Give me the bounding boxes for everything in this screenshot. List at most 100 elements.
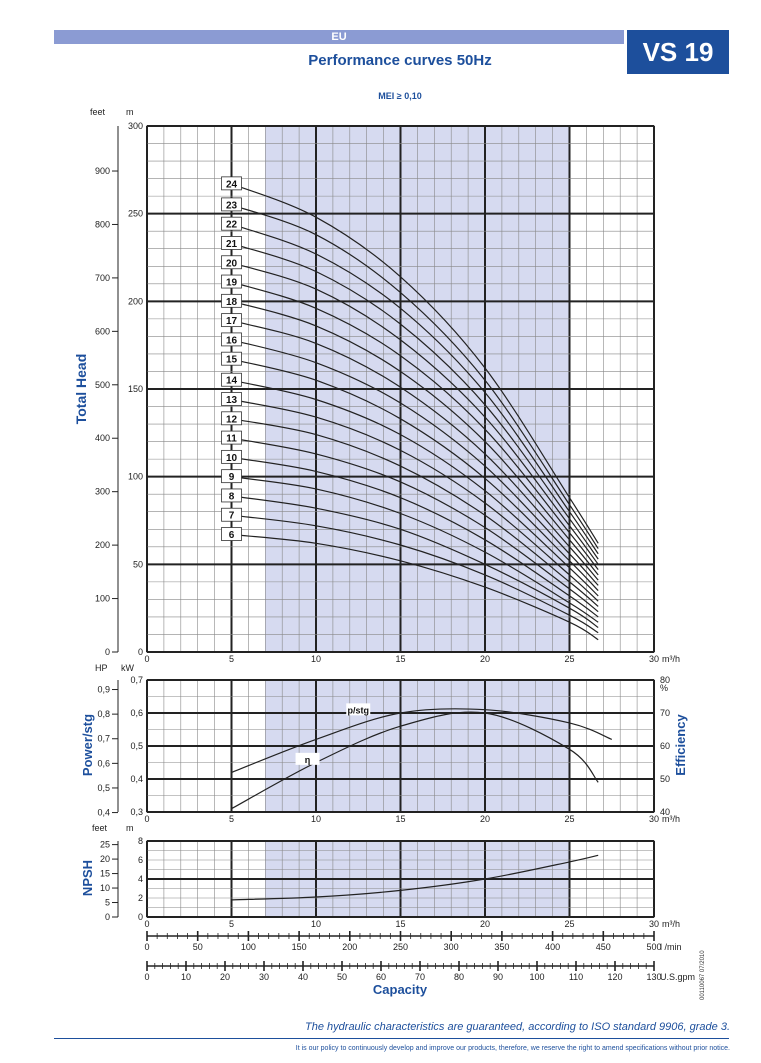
npsh-y-tick-feet: 5	[105, 898, 110, 908]
npsh-y-tick-feet: 25	[100, 840, 110, 850]
power-y-tick-hp: 0,8	[97, 709, 110, 719]
npsh-y-tick-m: 6	[138, 855, 143, 865]
npsh-y-unit-feet: feet	[92, 823, 108, 833]
power-y-tick-hp: 0,4	[97, 808, 110, 818]
power-x-tick-label: 0	[144, 814, 149, 824]
power-x-tick-label: 25	[564, 814, 574, 824]
usgpm-tick-label: 130	[646, 972, 661, 982]
lmin-unit: l /min	[660, 942, 682, 952]
head-x-tick-label: 15	[395, 654, 405, 664]
power-x-tick-label: 15	[395, 814, 405, 824]
usgpm-tick-label: 10	[181, 972, 191, 982]
stage-label-box	[221, 351, 242, 366]
power-y-tick-eff: 40	[660, 807, 670, 817]
npsh-y-tick-feet: 20	[100, 854, 110, 864]
stage-label-box	[221, 332, 242, 347]
power-x-tick-label: 5	[229, 814, 234, 824]
head-x-tick-label: 0	[144, 654, 149, 664]
npsh-y-tick-m: 0	[138, 912, 143, 922]
power-x-tick-label: 10	[311, 814, 321, 824]
lmin-tick-label: 300	[444, 942, 459, 952]
head-y-tick-feet: 100	[95, 594, 110, 604]
head-curve-stage-18	[231, 300, 599, 576]
lmin-tick-label: 150	[292, 942, 307, 952]
power-x-tick-label: 20	[480, 814, 490, 824]
power-y-tick-kw: 0,3	[130, 807, 143, 817]
stage-label-box	[221, 392, 242, 406]
curve-label-bg	[346, 703, 371, 716]
stage-label-box	[221, 507, 242, 522]
efficiency-curve	[231, 711, 599, 810]
head-curve-stage-13	[231, 398, 599, 602]
head-curve-stage-8	[231, 495, 599, 628]
head-x-tick-label: 5	[229, 654, 234, 664]
stage-label-box	[221, 411, 242, 426]
usgpm-tick-label: 50	[337, 972, 347, 982]
stage-label-box	[221, 372, 242, 387]
power-y-tick-kw: 0,5	[130, 741, 143, 751]
stage-label: 21	[226, 239, 238, 250]
stage-label: 23	[226, 200, 238, 211]
npsh-x-tick-label: 25	[564, 919, 574, 929]
power-y-tick-eff: 60	[660, 741, 670, 751]
usgpm-tick-label: 40	[298, 972, 308, 982]
stage-label: 22	[226, 220, 238, 231]
lmin-tick-label: 450	[596, 942, 611, 952]
power-y-axis-title: Power/stg	[80, 714, 95, 776]
stage-label-box	[221, 176, 242, 191]
efficiency-curve-label: η	[305, 755, 311, 765]
npsh-x-unit: m³/h	[662, 919, 680, 929]
usgpm-unit: U.S.gpm	[660, 972, 695, 982]
stage-label-box	[221, 488, 242, 503]
usgpm-tick-label: 100	[529, 972, 544, 982]
head-curve-stage-24	[231, 183, 599, 544]
head-curve-stage-10	[231, 456, 599, 618]
lmin-tick-label: 100	[241, 942, 256, 952]
head-curve-stage-15	[231, 358, 599, 592]
npsh-x-tick-label: 30	[649, 919, 659, 929]
head-y-tick-feet: 0	[105, 647, 110, 657]
region-label: EU	[331, 31, 347, 43]
head-x-tick-label: 20	[480, 654, 490, 664]
usgpm-tick-label: 0	[144, 972, 149, 982]
head-curve-stage-11	[231, 437, 599, 613]
power-frame	[146, 679, 655, 813]
head-y-tick-feet: 600	[95, 326, 110, 336]
power-y-tick-hp: 0,6	[97, 758, 110, 768]
head-y-tick-m: 100	[128, 472, 143, 482]
head-curve-stage-6	[231, 533, 599, 641]
stage-label: 9	[229, 472, 235, 483]
stage-label-box	[221, 469, 242, 484]
lmin-tick-label: 400	[545, 942, 560, 952]
head-y-tick-m: 150	[128, 384, 143, 394]
head-x-tick-label: 25	[564, 654, 574, 664]
power-y-tick-kw: 0,4	[130, 774, 143, 784]
power-y-tick-kw: 0,6	[130, 708, 143, 718]
stage-label: 6	[229, 530, 235, 541]
stage-label-box	[221, 216, 242, 231]
page-title: Performance curves 50Hz	[308, 52, 492, 69]
head-x-tick-label: 30	[649, 654, 659, 664]
stage-label-box	[221, 274, 242, 289]
head-curve-stage-22	[231, 223, 599, 555]
power-y-tick-hp: 0,5	[97, 783, 110, 793]
head-y-tick-m: 50	[133, 559, 143, 569]
stage-label: 8	[229, 491, 235, 502]
mei-label: MEI ≥ 0,10	[378, 91, 422, 101]
npsh-y-axis-title: NPSH	[80, 860, 95, 896]
stage-label: 16	[226, 335, 238, 346]
head-y-tick-m: 250	[128, 209, 143, 219]
lmin-tick-label: 0	[144, 942, 149, 952]
head-curve-stage-12	[231, 418, 599, 607]
stage-label: 14	[226, 376, 238, 387]
head-y-tick-feet: 700	[95, 273, 110, 283]
npsh-y-tick-feet: 15	[100, 869, 110, 879]
header-bar	[54, 30, 624, 44]
capacity-axis-title: Capacity	[373, 982, 428, 997]
head-curve-stage-14	[231, 379, 599, 597]
power-y-tick-kw: 0,7	[130, 675, 143, 685]
stage-label-box	[221, 313, 242, 328]
head-y-tick-feet: 800	[95, 219, 110, 229]
usgpm-tick-label: 30	[259, 972, 269, 982]
